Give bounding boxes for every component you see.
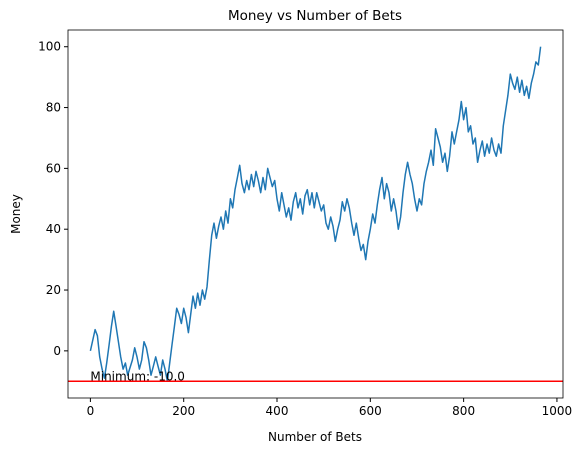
- x-tick-label: 400: [266, 404, 289, 418]
- x-tick-label: 600: [359, 404, 382, 418]
- y-tick-label: 100: [38, 40, 61, 54]
- x-axis-label: Number of Bets: [268, 430, 362, 444]
- y-tick-label: 80: [46, 101, 61, 115]
- x-tick-label: 200: [172, 404, 195, 418]
- y-tick-label: 40: [46, 222, 61, 236]
- chart-title: Money vs Number of Bets: [228, 8, 402, 24]
- x-tick-label: 800: [452, 404, 475, 418]
- plot-frame: [67, 29, 564, 399]
- data-line: [89, 46, 542, 383]
- x-tick-label: 1000: [542, 404, 573, 418]
- y-tick-label: 0: [53, 344, 61, 358]
- min-label: Minimum: -10.0: [90, 369, 185, 383]
- y-tick-label: 20: [46, 283, 61, 297]
- y-axis-label: Money: [9, 194, 23, 234]
- x-tick-label: 0: [87, 404, 95, 418]
- y-tick-label: 60: [46, 161, 61, 175]
